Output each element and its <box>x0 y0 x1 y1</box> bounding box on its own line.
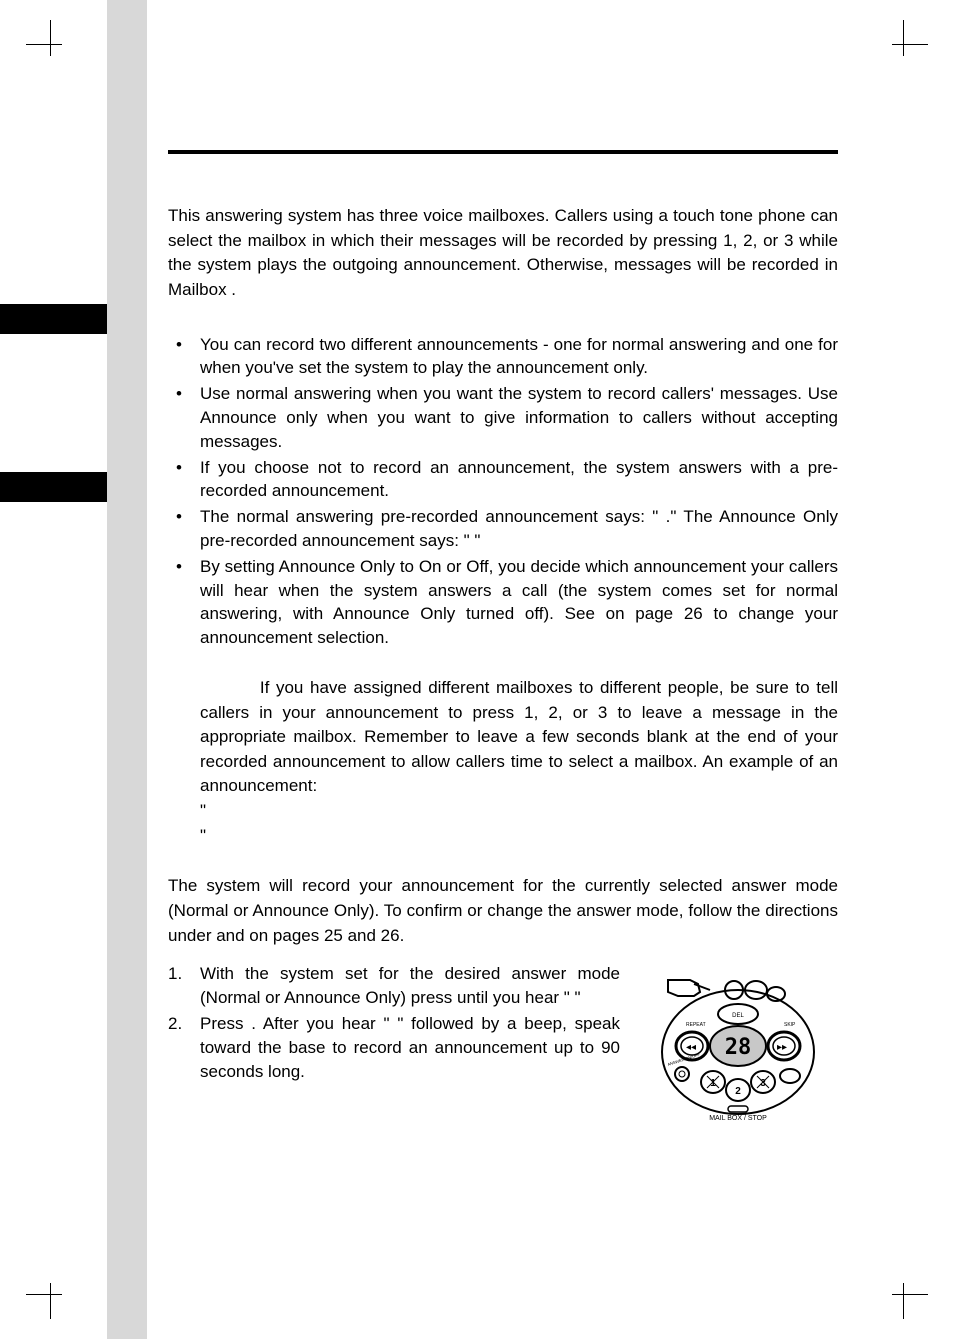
hint-paragraph: If you have assigned different mailboxes… <box>168 676 838 848</box>
bullet-item: If you choose not to record an announcem… <box>168 456 838 504</box>
bullet-item: Use normal answering when you want the s… <box>168 382 838 453</box>
bullet-item: You can record two different announcemen… <box>168 333 838 381</box>
record-steps-list: With the system set for the desired answ… <box>168 962 620 1083</box>
side-tab-1 <box>0 304 107 334</box>
repeat-label: REPEAT <box>686 1022 706 1028</box>
del-label: DEL <box>732 1013 744 1019</box>
side-tab-2 <box>0 472 107 502</box>
svg-text:◂◂: ◂◂ <box>686 1042 696 1053</box>
mailbox-stop-label: MAIL BOX / STOP <box>709 1115 767 1122</box>
step-item: With the system set for the desired answ… <box>168 962 620 1010</box>
side-gray-bar <box>107 0 147 1339</box>
base-control-diagram: DEL 28 ◂◂ REPEAT ▸▸ SKIP <box>638 962 838 1122</box>
mailbox-num: 2 <box>735 1086 741 1097</box>
mailbox-num: 3 <box>760 1078 766 1089</box>
mailbox-num: 1 <box>710 1078 716 1089</box>
header-rule <box>168 150 838 154</box>
display-value: 28 <box>725 1035 752 1060</box>
record-intro-paragraph: The system will record your announcement… <box>168 874 838 948</box>
skip-label: SKIP <box>784 1022 796 1028</box>
intro-paragraph: This answering system has three voice ma… <box>168 204 838 303</box>
bullet-item: By setting Announce Only to On or Off, y… <box>168 555 838 650</box>
page-content: This answering system has three voice ma… <box>168 150 838 1122</box>
bullet-item: The normal answering pre-recorded announ… <box>168 505 838 553</box>
svg-text:▸▸: ▸▸ <box>777 1042 787 1053</box>
step-item: Press . After you hear " " followed by a… <box>168 1012 620 1083</box>
feature-bullet-list: You can record two different announcemen… <box>168 333 838 650</box>
